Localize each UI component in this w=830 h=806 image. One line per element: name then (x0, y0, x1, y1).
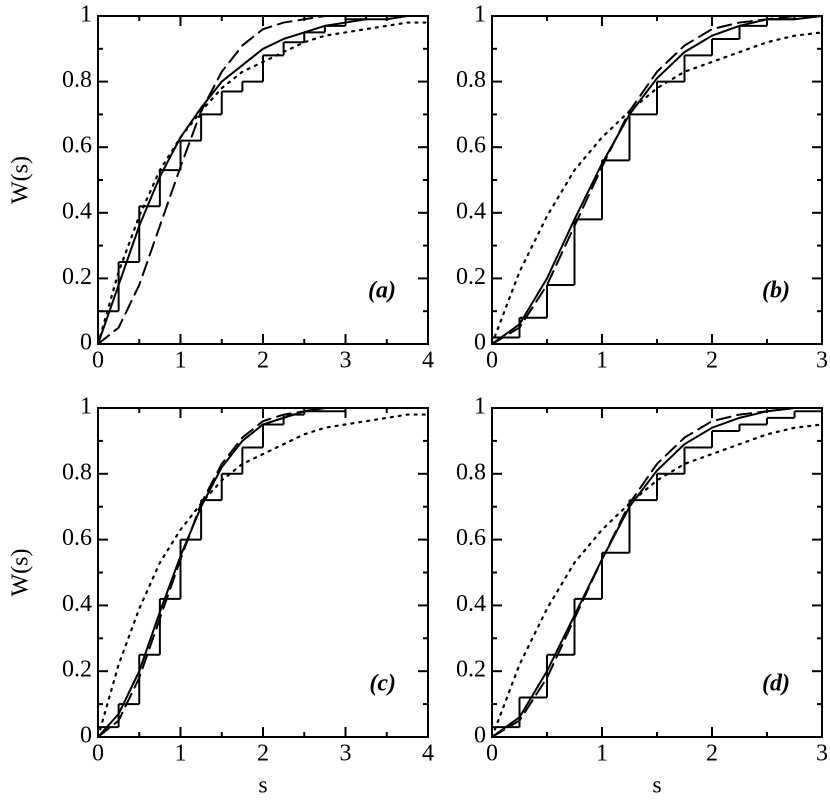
x-tick-label: 3 (816, 741, 828, 767)
panel-label: (c) (369, 671, 396, 697)
plot-frame (491, 407, 823, 738)
x-tick-label: 1 (175, 348, 187, 374)
x-tick-label: 2 (706, 741, 718, 767)
y-tick-label: 0.8 (62, 459, 92, 485)
x-tick-label: 0 (92, 348, 104, 374)
plot-frame (97, 15, 429, 345)
curve-dashed (491, 15, 823, 345)
x-tick-label: 4 (422, 741, 434, 767)
x-tick-label: 2 (257, 741, 269, 767)
y-tick-label: 1 (474, 2, 486, 28)
plot-frame (97, 407, 429, 738)
panel-label: (b) (762, 278, 790, 304)
x-tick-label: 3 (340, 741, 352, 767)
panel-label: (a) (368, 278, 396, 304)
y-tick-label: 0.8 (456, 459, 486, 485)
y-tick-label: 0.8 (456, 67, 486, 93)
y-tick-label: 0.4 (456, 591, 486, 617)
panel-label: (d) (762, 671, 790, 697)
plot-frame (491, 15, 823, 345)
y-tick-label: 0.6 (456, 525, 486, 551)
y-tick-label: 0 (80, 330, 92, 356)
curve-solid (97, 15, 429, 345)
x-axis-label: s (652, 773, 661, 799)
y-tick-label: 0 (80, 723, 92, 749)
x-tick-label: 0 (486, 741, 498, 767)
y-tick-label: 0.2 (456, 657, 486, 683)
y-tick-label: 0 (474, 723, 486, 749)
x-tick-label: 3 (816, 348, 828, 374)
y-tick-label: 0.6 (456, 133, 486, 159)
y-tick-label: 0.4 (456, 198, 486, 224)
x-tick-label: 1 (596, 348, 608, 374)
x-tick-label: 4 (422, 348, 434, 374)
y-tick-label: 0.8 (62, 67, 92, 93)
y-tick-label: 0 (474, 330, 486, 356)
x-tick-label: 0 (92, 741, 104, 767)
y-tick-label: 0.2 (62, 657, 92, 683)
y-tick-label: 1 (80, 394, 92, 420)
y-tick-label: 0.2 (456, 264, 486, 290)
x-axis-label: s (258, 773, 267, 799)
x-tick-label: 2 (257, 348, 269, 374)
y-tick-label: 0.6 (62, 133, 92, 159)
y-axis-label: W(s) (8, 156, 34, 204)
x-tick-label: 3 (340, 348, 352, 374)
x-tick-label: 2 (706, 348, 718, 374)
y-tick-label: 1 (80, 2, 92, 28)
y-tick-label: 0.2 (62, 264, 92, 290)
y-axis-label: W(s) (8, 549, 34, 597)
curve-dotted (96, 413, 430, 739)
y-tick-label: 0.6 (62, 525, 92, 551)
curve-dashed (491, 407, 823, 738)
x-tick-label: 1 (175, 741, 187, 767)
x-tick-label: 1 (596, 741, 608, 767)
y-tick-label: 0.4 (62, 591, 92, 617)
y-tick-label: 0.4 (62, 198, 92, 224)
curve-dotted (96, 21, 430, 346)
y-tick-label: 1 (474, 394, 486, 420)
x-tick-label: 0 (486, 348, 498, 374)
